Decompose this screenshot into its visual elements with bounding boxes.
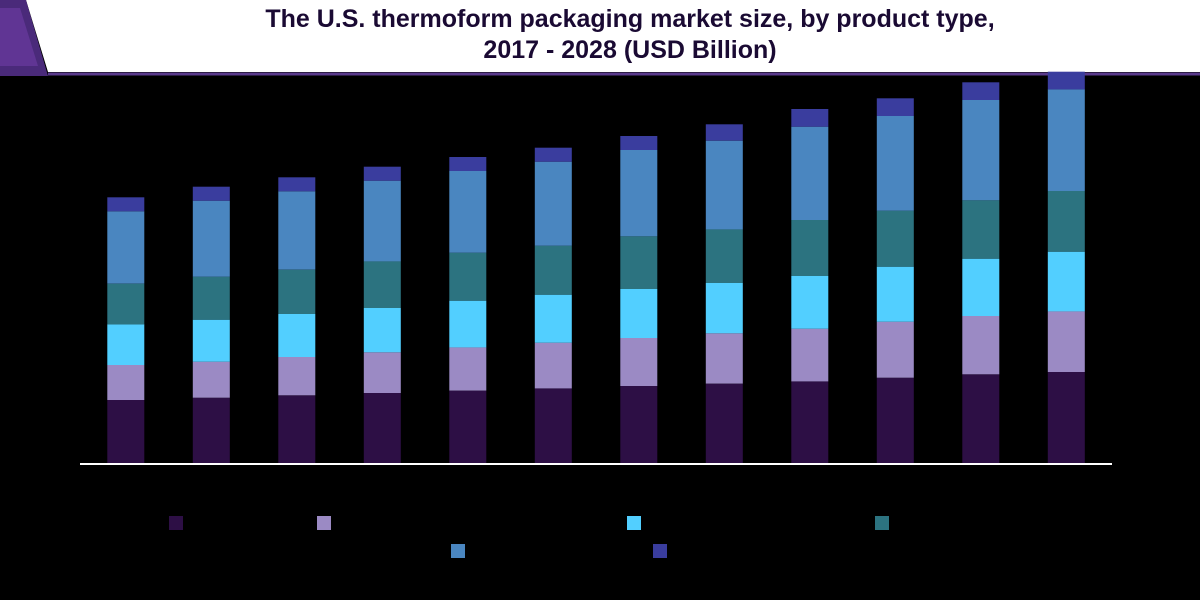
bar-stack-2028: [1047, 71, 1085, 463]
bar-2017-segment-3: [107, 324, 145, 365]
bar-2022-segment-6: [534, 147, 572, 162]
legend: [169, 516, 889, 558]
bar-2025-segment-3: [791, 276, 829, 329]
bar-2020-segment-6: [363, 166, 401, 181]
bar-2027-segment-5: [962, 100, 1000, 201]
bar-2018-segment-2: [192, 361, 230, 398]
bar-2019-segment-2: [278, 357, 316, 396]
bar-2026-segment-6: [876, 98, 914, 116]
bar-2018-segment-5: [192, 200, 230, 277]
legend-swatch-2: [317, 516, 331, 530]
legend-swatch-3: [627, 516, 641, 530]
bar-stack-2017: [107, 197, 145, 463]
bar-2027-segment-3: [962, 258, 1000, 316]
bar-2024-segment-3: [705, 283, 743, 334]
bar-2026-segment-2: [876, 321, 914, 378]
header-panel: [0, 0, 1200, 72]
bar-2021-segment-6: [449, 157, 487, 171]
bar-2022-segment-2: [534, 342, 572, 389]
bar-2021-segment-4: [449, 252, 487, 301]
bar-2027-segment-1: [962, 374, 1000, 463]
legend-swatch-6: [653, 544, 667, 558]
bar-stack-2023: [620, 136, 658, 463]
bar-2025-segment-4: [791, 220, 829, 276]
bar-2019-segment-3: [278, 314, 316, 357]
chart-title-line-2: 2017 - 2028 (USD Billion): [483, 36, 777, 64]
bar-2028-segment-6: [1047, 71, 1085, 90]
bar-2026-segment-1: [876, 377, 914, 463]
bar-2025-segment-6: [791, 109, 829, 127]
bar-2024-segment-1: [705, 383, 743, 463]
bar-2021-segment-5: [449, 171, 487, 253]
legend-swatch-1: [169, 516, 183, 530]
bar-2021-segment-1: [449, 390, 487, 463]
bar-2027-segment-4: [962, 200, 1000, 259]
bar-2028-segment-4: [1047, 191, 1085, 252]
bar-2023-segment-1: [620, 386, 658, 463]
bar-2021-segment-3: [449, 300, 487, 348]
bar-2023-segment-5: [620, 150, 658, 237]
bar-2023-segment-3: [620, 289, 658, 338]
bar-2024-segment-2: [705, 333, 743, 384]
bar-2020-segment-3: [363, 308, 401, 353]
bar-2026-segment-4: [876, 210, 914, 267]
bar-stack-2020: [363, 166, 401, 463]
bar-stack-2027: [962, 82, 1000, 463]
bar-2023-segment-2: [620, 338, 658, 386]
chart-title: The U.S. thermoform packaging market siz…: [130, 4, 1130, 66]
bar-2019-segment-1: [278, 395, 316, 463]
bar-2023-segment-6: [620, 136, 658, 150]
bar-2020-segment-5: [363, 180, 401, 262]
bar-2023-segment-4: [620, 236, 658, 289]
legend-swatch-5: [451, 544, 465, 558]
bar-2027-segment-6: [962, 82, 1000, 100]
bar-2022-segment-1: [534, 388, 572, 463]
bar-2022-segment-5: [534, 161, 572, 246]
bar-2024-segment-5: [705, 140, 743, 230]
bar-2019-segment-5: [278, 191, 316, 270]
bar-2028-segment-5: [1047, 89, 1085, 191]
bars-layer: [107, 71, 1085, 463]
bar-stack-2025: [791, 109, 829, 463]
bar-stack-2021: [449, 157, 487, 463]
bar-stack-2022: [534, 147, 572, 463]
header-decoration: [0, 0, 1200, 76]
bar-2026-segment-5: [876, 116, 914, 211]
bar-stack-2018: [192, 186, 230, 463]
bar-2028-segment-3: [1047, 251, 1085, 312]
bar-2018-segment-6: [192, 186, 230, 201]
bar-2028-segment-2: [1047, 311, 1085, 372]
bar-2024-segment-4: [705, 229, 743, 283]
bar-2018-segment-3: [192, 319, 230, 362]
bar-2022-segment-3: [534, 294, 572, 343]
bar-stack-2024: [705, 124, 743, 463]
chart-title-line-1: The U.S. thermoform packaging market siz…: [265, 5, 995, 33]
bar-2025-segment-1: [791, 381, 829, 463]
bar-2020-segment-4: [363, 261, 401, 308]
bar-2021-segment-2: [449, 347, 487, 391]
bar-2017-segment-4: [107, 283, 145, 325]
legend-swatch-4: [875, 516, 889, 530]
bar-2018-segment-4: [192, 276, 230, 320]
bar-2025-segment-2: [791, 328, 829, 382]
bar-2017-segment-5: [107, 211, 145, 284]
bar-2019-segment-6: [278, 177, 316, 192]
bar-2027-segment-2: [962, 316, 1000, 375]
bar-stack-2026: [876, 98, 914, 463]
bar-2017-segment-1: [107, 400, 145, 463]
bar-2026-segment-3: [876, 266, 914, 322]
bar-2025-segment-5: [791, 126, 829, 220]
bar-2024-segment-6: [705, 124, 743, 141]
bar-2019-segment-4: [278, 269, 316, 314]
header-logo-highlight: [0, 8, 38, 66]
bar-2018-segment-1: [192, 397, 230, 463]
bar-2028-segment-1: [1047, 372, 1085, 463]
bar-stack-2019: [278, 177, 316, 463]
bar-2017-segment-2: [107, 365, 145, 400]
bar-2020-segment-2: [363, 352, 401, 393]
bar-2017-segment-6: [107, 197, 145, 212]
bar-2022-segment-4: [534, 245, 572, 295]
bar-2020-segment-1: [363, 393, 401, 463]
